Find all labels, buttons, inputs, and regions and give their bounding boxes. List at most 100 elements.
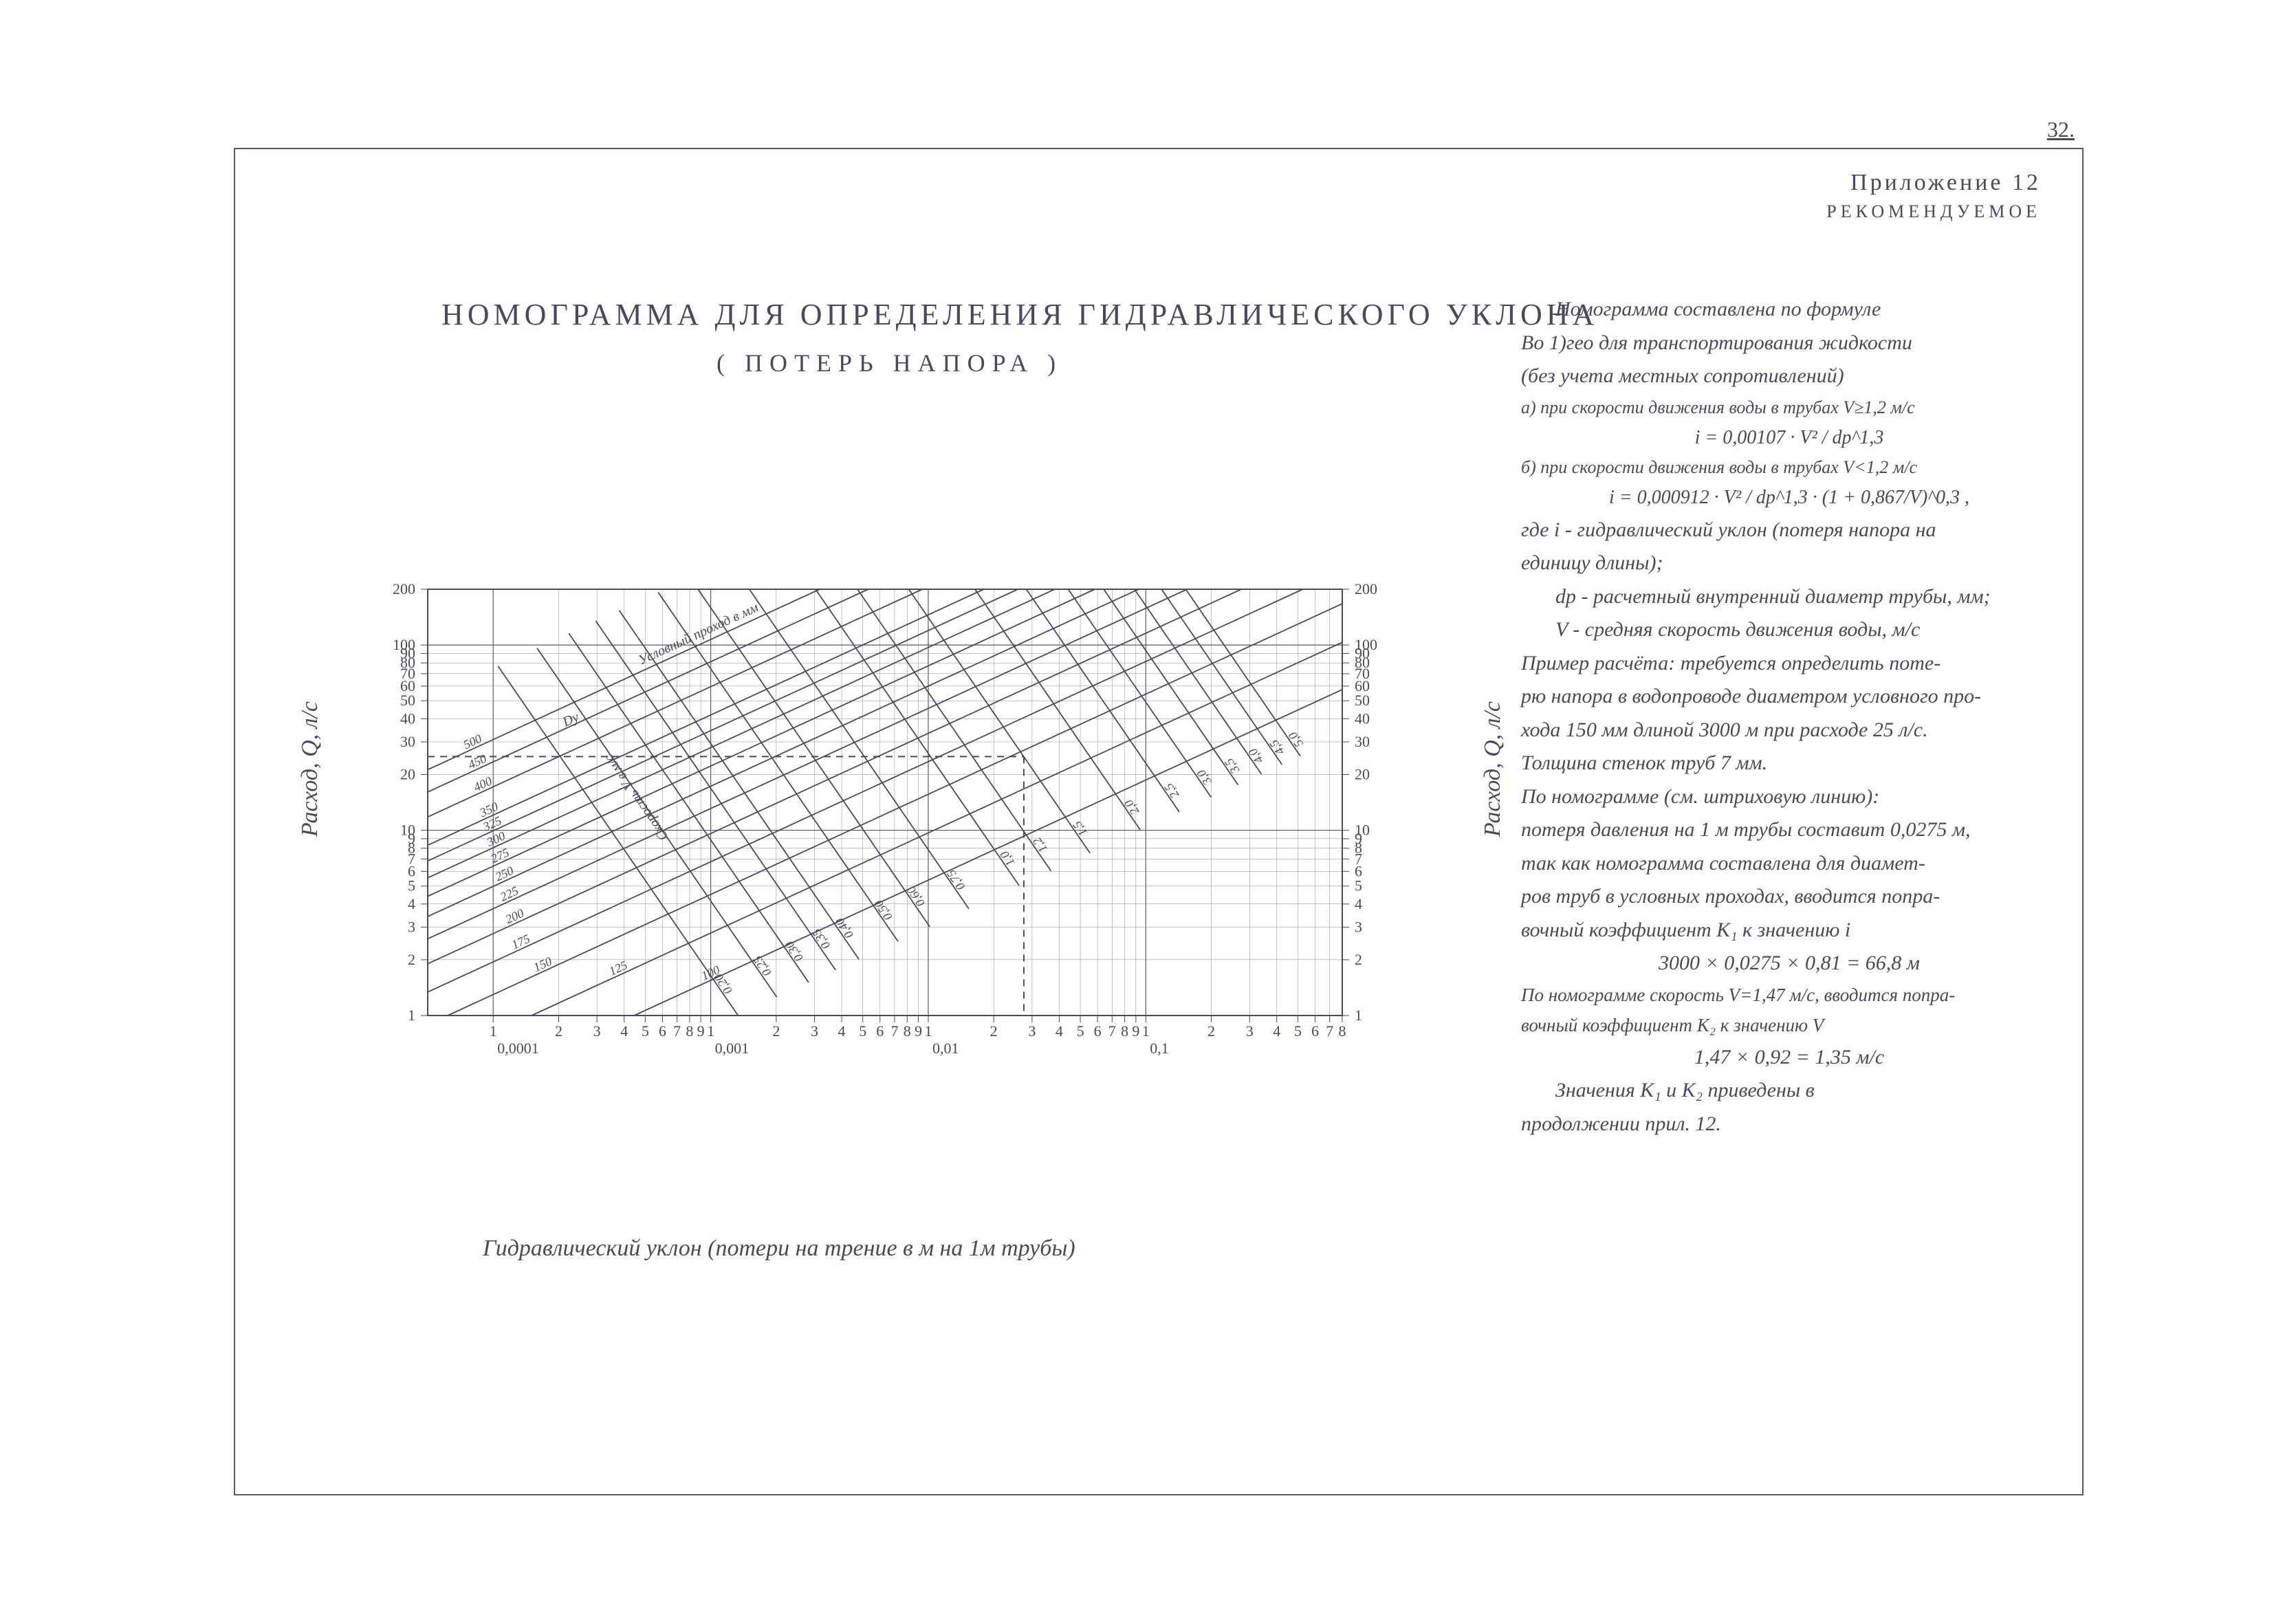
svg-text:40: 40 (1355, 710, 1370, 727)
side-p14: потеря давления на 1 м трубы составит 0,… (1521, 814, 2057, 846)
svg-text:0,1: 0,1 (1150, 1040, 1169, 1057)
svg-text:0,30: 0,30 (783, 939, 806, 964)
svg-text:2: 2 (990, 1022, 998, 1040)
appendix-header: Приложение 12 РЕКОМЕНДУЕМОЕ (1826, 170, 2041, 222)
svg-text:8: 8 (904, 1022, 911, 1040)
side-p8: V - средняя скорость движения воды, м/с (1521, 614, 2057, 646)
formula-4: 1,47 × 0,92 = 1,35 м/с (1521, 1042, 2057, 1074)
formula-1: i = 0,00107 · V² / dр^1,3 (1521, 423, 2057, 452)
svg-text:2: 2 (408, 951, 415, 968)
svg-text:2: 2 (555, 1022, 562, 1040)
svg-text:400: 400 (472, 774, 494, 794)
formula-3: 3000 × 0,0275 × 0,81 = 66,8 м (1521, 947, 2057, 980)
svg-text:500: 500 (461, 732, 484, 751)
svg-text:9: 9 (697, 1022, 705, 1040)
svg-text:1,5: 1,5 (1070, 818, 1090, 839)
svg-text:2: 2 (1355, 951, 1362, 968)
svg-text:9: 9 (1132, 1022, 1139, 1040)
svg-text:6: 6 (1094, 1022, 1102, 1040)
svg-text:5: 5 (642, 1022, 649, 1040)
side-p1: Номограмма составлена по формуле (1521, 294, 2057, 326)
svg-text:1: 1 (490, 1022, 497, 1040)
svg-text:1: 1 (707, 1022, 714, 1040)
side-p3: (без учета местных сопротивлений) (1521, 360, 2057, 393)
x-axis-label: Гидравлический уклон (потери на трение в… (483, 1236, 1075, 1262)
svg-text:125: 125 (607, 958, 630, 978)
svg-text:6: 6 (659, 1022, 666, 1040)
svg-text:4: 4 (1355, 895, 1362, 912)
svg-text:200: 200 (393, 580, 415, 597)
svg-text:0,25: 0,25 (750, 953, 774, 978)
svg-text:200: 200 (1355, 580, 1377, 597)
side-p17: вочный коэффициент К₁ к значению i (1521, 914, 2057, 947)
svg-text:7: 7 (1108, 1022, 1116, 1040)
svg-text:3: 3 (593, 1022, 601, 1040)
side-p5: б) при скорости движения воды в трубах V… (1521, 454, 2057, 481)
svg-text:6: 6 (1311, 1022, 1319, 1040)
svg-text:9: 9 (915, 1022, 922, 1040)
formula-2: i = 0,000912 · V² / dр^1,3 · (1 + 0,867/… (1521, 483, 2057, 512)
svg-text:3: 3 (408, 918, 415, 935)
svg-text:5,0: 5,0 (1286, 729, 1306, 750)
svg-text:100: 100 (1355, 636, 1377, 653)
page-number: 32. (2047, 117, 2075, 142)
svg-text:40: 40 (400, 710, 415, 727)
svg-text:450: 450 (466, 751, 489, 771)
side-p6: где i - гидравлический уклон (потеря нап… (1521, 514, 2057, 547)
y-axis-label-right: Расход, Q, л/с (1480, 701, 1506, 837)
side-p11: хода 150 мм длиной 3000 м при расходе 25… (1521, 714, 2057, 747)
nomogram-chart: 1234567890,00011234567890,0011234567890,… (345, 555, 1425, 1112)
side-p2: Во 1)гео для транспортирования жидкости (1521, 327, 2057, 360)
svg-text:3,0: 3,0 (1194, 767, 1215, 789)
svg-text:5: 5 (859, 1022, 866, 1040)
svg-text:1,0: 1,0 (997, 848, 1017, 869)
side-p9: Пример расчёта: требуется определить пот… (1521, 648, 2057, 680)
side-p7: dр - расчетный внутренний диаметр трубы,… (1521, 581, 2057, 613)
svg-text:10: 10 (1355, 822, 1370, 839)
svg-text:30: 30 (400, 733, 415, 750)
svg-text:30: 30 (1355, 733, 1370, 750)
side-p18: По номограмме скорость V=1,47 м/с, вводи… (1521, 981, 2057, 1010)
svg-text:3: 3 (1028, 1022, 1036, 1040)
side-p21: продолжении прил. 12. (1521, 1108, 2057, 1141)
svg-text:2,5: 2,5 (1161, 780, 1181, 801)
side-p19: вочный коэффициент К₂ к значению V (1521, 1011, 2057, 1040)
side-p13: По номограмме (см. штриховую линию): (1521, 781, 2057, 813)
svg-text:3,5: 3,5 (1222, 756, 1243, 777)
svg-text:Dy: Dy (560, 710, 581, 730)
svg-text:225: 225 (498, 884, 521, 903)
svg-text:20: 20 (1355, 765, 1370, 782)
svg-text:5: 5 (1077, 1022, 1084, 1040)
page-frame: Приложение 12 РЕКОМЕНДУЕМОЕ НОМОГРАММА Д… (234, 148, 2084, 1495)
svg-text:4: 4 (838, 1022, 846, 1040)
main-title: НОМОГРАММА ДЛЯ ОПРЕДЕЛЕНИЯ ГИДРАВЛИЧЕСКО… (441, 297, 1598, 332)
svg-text:2: 2 (1207, 1022, 1215, 1040)
appendix-recommended: РЕКОМЕНДУЕМОЕ (1826, 201, 2041, 222)
side-p16: ров труб в условных проходах, вводится п… (1521, 881, 2057, 913)
svg-text:1: 1 (924, 1022, 932, 1040)
svg-text:10: 10 (400, 822, 415, 839)
side-p6b: единицу длины); (1521, 547, 2057, 580)
svg-text:5: 5 (1294, 1022, 1302, 1040)
svg-text:1: 1 (1142, 1022, 1150, 1040)
svg-text:3: 3 (1355, 918, 1362, 935)
svg-text:8: 8 (1121, 1022, 1128, 1040)
appendix-number: Приложение 12 (1826, 170, 2041, 196)
svg-text:6: 6 (876, 1022, 884, 1040)
side-p10: рю напора в водопроводе диаметром условн… (1521, 681, 2057, 713)
sub-title: ( ПОТЕРЬ НАПОРА ) (717, 349, 1062, 377)
svg-text:1,2: 1,2 (1030, 835, 1050, 855)
svg-text:3: 3 (1246, 1022, 1254, 1040)
svg-text:7: 7 (673, 1022, 681, 1040)
svg-text:0,40: 0,40 (833, 915, 856, 941)
svg-text:0,001: 0,001 (715, 1040, 750, 1057)
svg-text:5: 5 (1355, 877, 1362, 895)
side-p20: Значения К₁ и К₂ приведены в (1521, 1075, 2057, 1107)
svg-text:0,0001: 0,0001 (497, 1040, 539, 1057)
svg-text:0,35: 0,35 (809, 926, 833, 952)
svg-text:50: 50 (1355, 692, 1370, 709)
svg-text:2,0: 2,0 (1122, 797, 1141, 818)
svg-text:4: 4 (620, 1022, 628, 1040)
svg-text:8: 8 (686, 1022, 693, 1040)
svg-text:5: 5 (408, 877, 415, 895)
